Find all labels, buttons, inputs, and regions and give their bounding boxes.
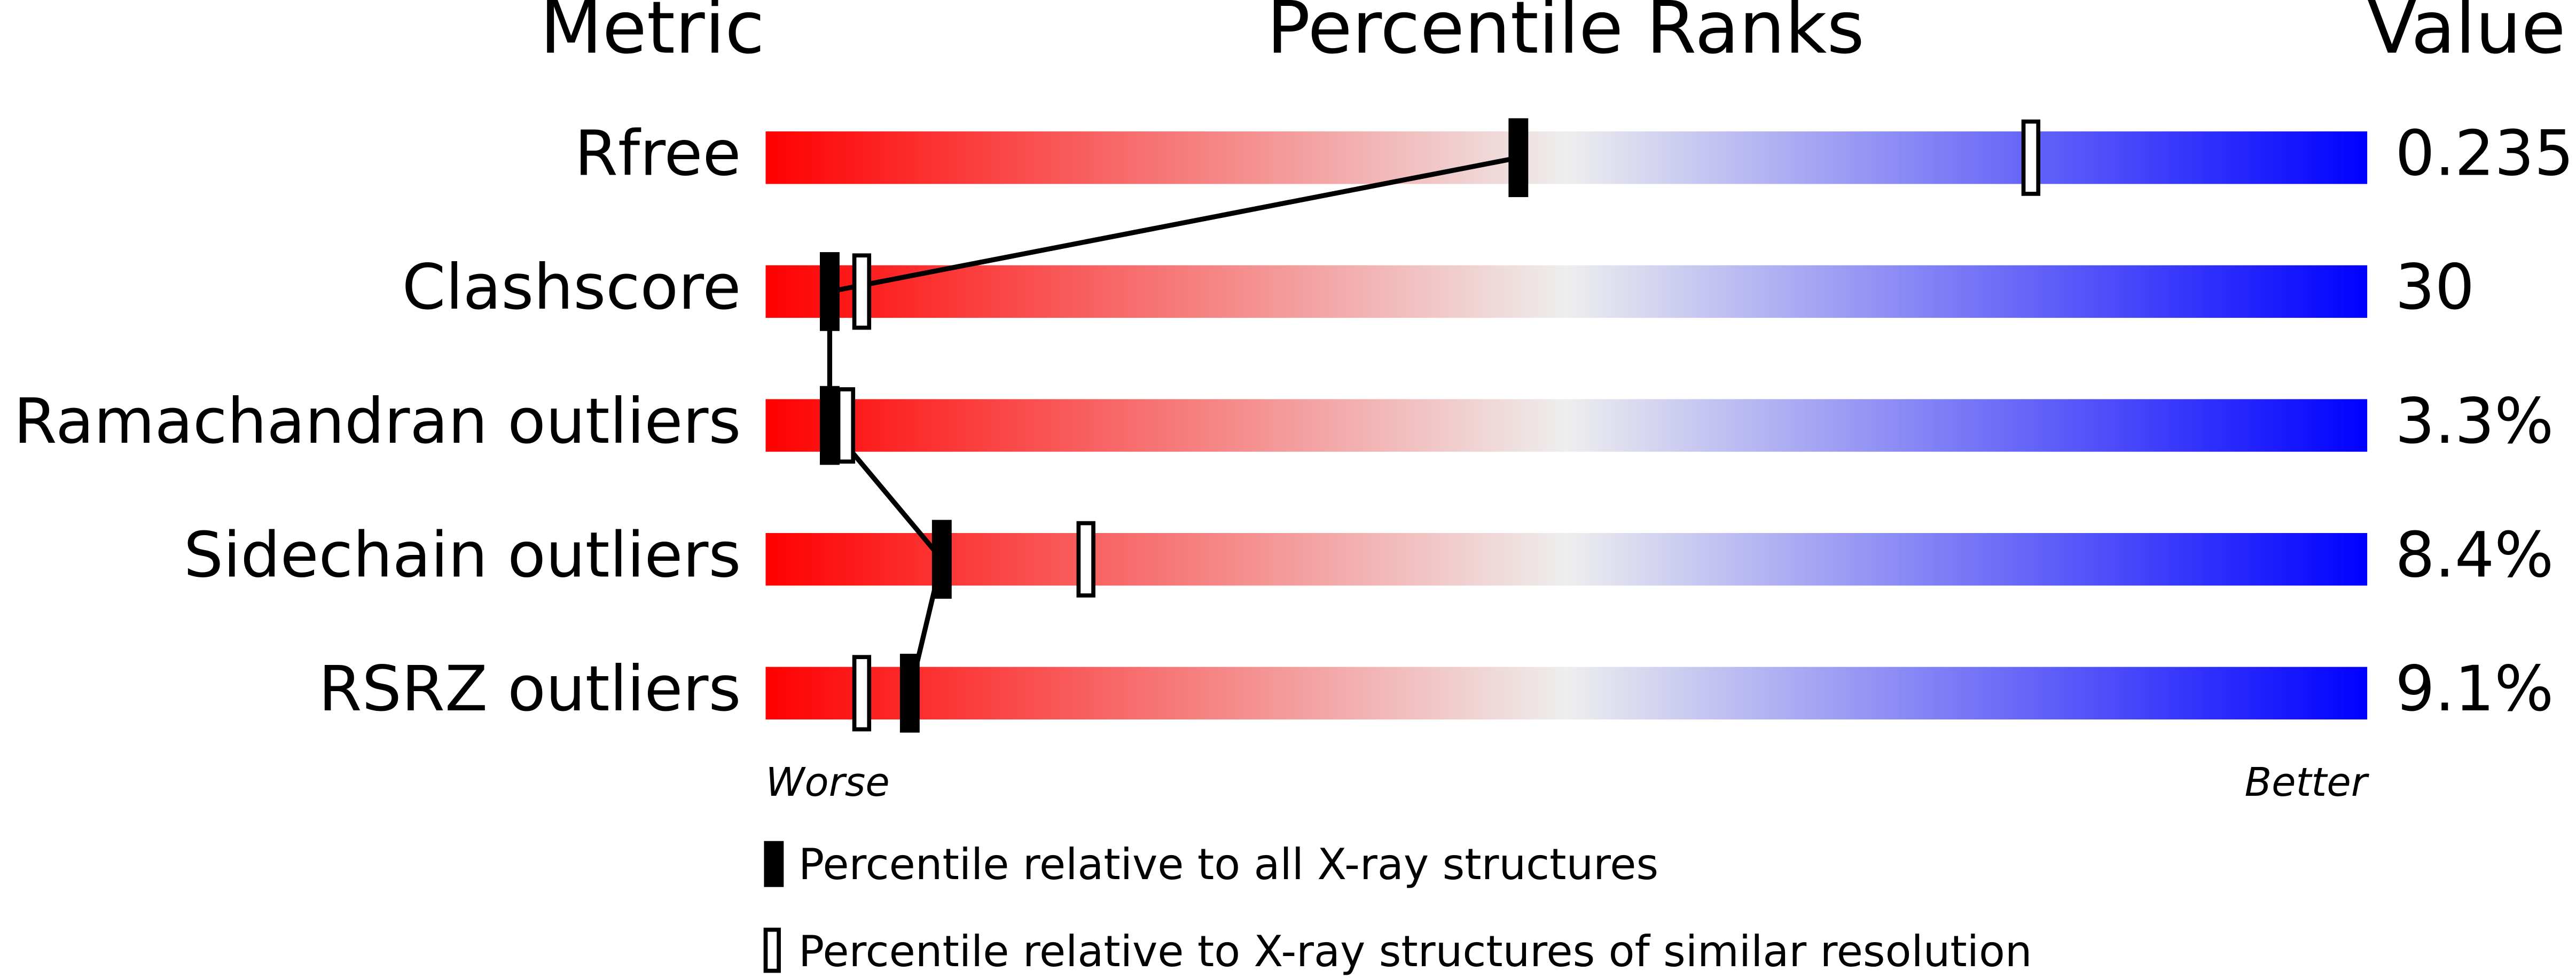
metric-label: Clashscore — [402, 251, 741, 324]
percentile-bar — [765, 667, 2368, 720]
metric-header: Metric — [540, 0, 765, 70]
metric-label: Ramachandran outliers — [13, 385, 741, 458]
ranks-header: Percentile Ranks — [1267, 0, 1865, 70]
similar-marker — [836, 387, 856, 464]
metric-value: 0.235 — [2395, 117, 2574, 190]
metric-value: 30 — [2395, 251, 2475, 324]
percentile-bar — [765, 533, 2368, 586]
metric-value: 9.1% — [2395, 653, 2554, 725]
better-label: Better — [2244, 759, 2369, 805]
percentile-bar — [765, 131, 2368, 184]
similar-marker — [852, 253, 872, 330]
legend-label: Percentile relative to all X-ray structu… — [798, 840, 1658, 889]
value-header: Value — [2367, 0, 2566, 70]
worse-label: Worse — [765, 759, 889, 805]
similar-marker — [2021, 119, 2041, 196]
rank-marker — [1508, 118, 1529, 198]
similar-marker — [1076, 521, 1095, 598]
percentile-bar — [765, 399, 2368, 452]
metric-label: Sidechain outliers — [184, 519, 741, 591]
legend-swatch — [763, 927, 781, 973]
percentile-bar — [765, 265, 2368, 318]
metric-label: Rfree — [575, 117, 741, 190]
rank-marker — [931, 520, 952, 599]
metric-value: 3.3% — [2395, 385, 2554, 458]
metric-value: 8.4% — [2395, 519, 2554, 591]
metric-label: RSRZ outliers — [318, 653, 741, 725]
rank-marker — [899, 654, 920, 733]
rank-marker — [819, 252, 840, 331]
legend-swatch — [764, 841, 784, 887]
legend-label: Percentile relative to X-ray structures … — [798, 927, 2032, 976]
similar-marker — [852, 655, 872, 732]
